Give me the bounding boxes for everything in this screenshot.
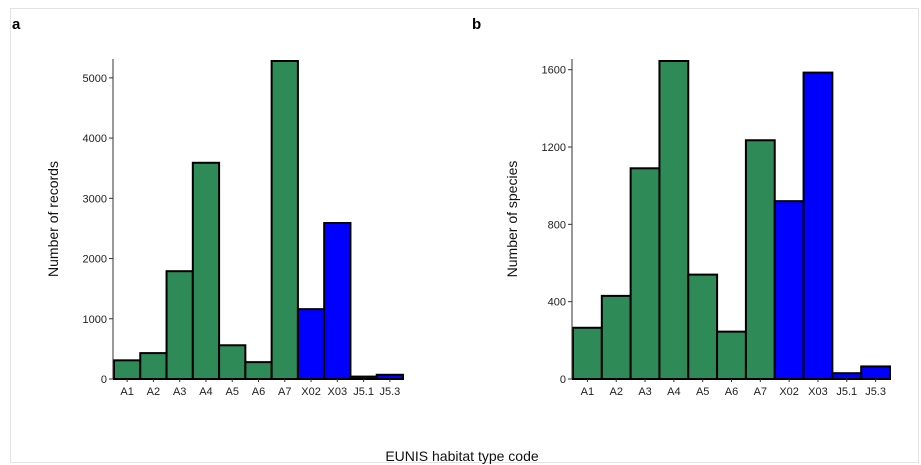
x-tick-label: A2 — [147, 386, 160, 398]
bar-a4 — [658, 60, 690, 380]
x-tick-label: A7 — [278, 386, 291, 398]
bar-a2 — [600, 294, 632, 381]
y-tick-label: 800 — [548, 219, 566, 231]
y-tick-label: 0 — [101, 374, 107, 386]
bar-a5 — [218, 344, 247, 380]
x-tick-label: A6 — [725, 386, 738, 398]
bar-a4 — [191, 161, 221, 380]
x-tick-label: A1 — [120, 386, 133, 398]
x-tick-label: A5 — [696, 386, 709, 398]
y-tick-label: 400 — [548, 297, 566, 309]
bar-a5 — [687, 273, 719, 380]
y-axis-title-species: Number of species — [504, 161, 520, 278]
bar-x03 — [802, 71, 834, 380]
y-tick-label: 1200 — [542, 142, 566, 154]
x-tick-label: A5 — [225, 386, 238, 398]
bar-a3 — [629, 167, 661, 380]
y-tick-label: 1000 — [83, 314, 107, 326]
bar-a2 — [139, 352, 168, 381]
x-tick-label: J5.3 — [379, 386, 400, 398]
x-tick-label: J5.1 — [353, 386, 374, 398]
bar-a1 — [572, 326, 603, 380]
panel-label-a: a — [12, 16, 21, 33]
bar-a3 — [165, 270, 194, 380]
bar-x02 — [296, 308, 326, 381]
x-tick-label: X03 — [328, 386, 348, 398]
bar-a7 — [270, 60, 299, 380]
x-tick-label: A1 — [581, 386, 594, 398]
x-tick-label: A3 — [638, 386, 651, 398]
x-tick-label: A7 — [754, 386, 767, 398]
bar-j5-3 — [860, 365, 891, 380]
y-tick-label: 3000 — [83, 193, 107, 205]
bar-a6 — [244, 361, 273, 381]
bar-a7 — [744, 139, 776, 380]
x-tick-label: J5.3 — [865, 386, 886, 398]
x-tick-label: A3 — [173, 386, 186, 398]
bar-x02 — [773, 200, 805, 380]
y-tick-label: 5000 — [83, 73, 107, 85]
x-tick-label: A4 — [667, 386, 680, 398]
x-tick-label: A4 — [199, 386, 212, 398]
y-tick-label: 4000 — [83, 133, 107, 145]
x-tick-label: A2 — [609, 386, 622, 398]
figure-frame — [10, 8, 919, 463]
x-tick-label: X02 — [301, 386, 321, 398]
bar-a1 — [113, 359, 142, 380]
panel-a-plot: A1 A2 A3 A4 A5 A6 A7 X02 X03 J5.1 J5.3 0 1000 2000 300… — [83, 59, 405, 398]
bar-x03 — [323, 222, 352, 380]
x-tick-label: X03 — [808, 386, 828, 398]
x-tick-label: A6 — [252, 386, 265, 398]
y-tick-label: 2000 — [83, 254, 107, 266]
y-tick-label: 0 — [560, 374, 566, 386]
x-axis-title: EUNIS habitat type code — [385, 448, 539, 464]
bar-a6 — [716, 330, 747, 381]
panel-label-b: b — [472, 16, 481, 33]
x-tick-label: J5.1 — [836, 386, 857, 398]
x-tick-label: X02 — [779, 386, 799, 398]
y-axis-title-records: Number of records — [45, 161, 61, 277]
bar-j5-3 — [375, 373, 405, 380]
bar-j5-1 — [831, 372, 863, 381]
bar-j5-1 — [349, 375, 378, 380]
panel-b-plot: A1 A2 A3 A4 A5 A6 A7 X02 X03 J5.1 J5.3 0 400 800 1200 1… — [542, 59, 891, 398]
y-tick-label: 1600 — [542, 65, 566, 77]
